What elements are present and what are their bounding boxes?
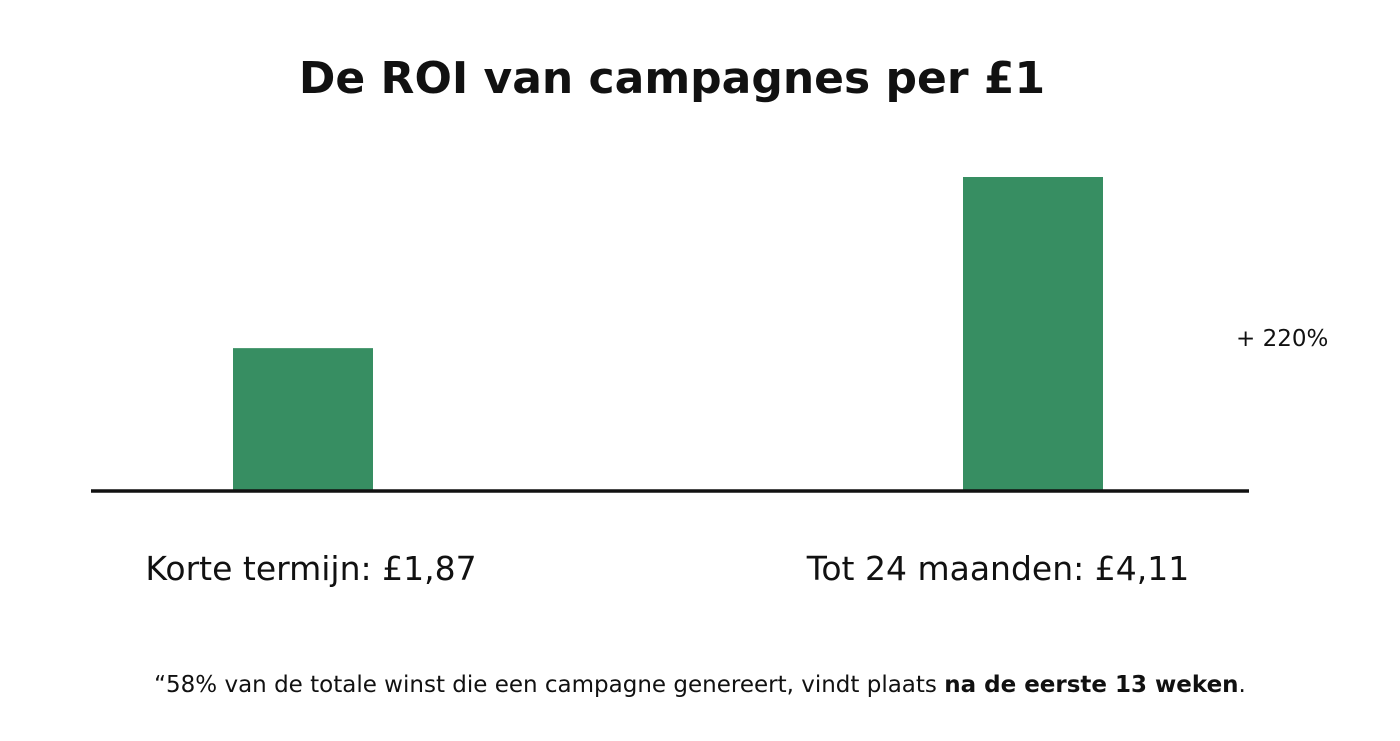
footnote-prefix: “58% van de totale winst die een campagn… <box>154 672 945 698</box>
footnote-suffix: . <box>1238 672 1246 698</box>
bar-2 <box>963 177 1103 491</box>
category-label-1: Korte termijn: £1,87 <box>145 549 476 588</box>
growth-annotation: + 220% <box>1236 326 1328 352</box>
category-labels-layer: Korte termijn: £1,87 Tot 24 maanden: £4,1… <box>145 549 1189 588</box>
category-label-2: Tot 24 maanden: £4,11 <box>806 549 1189 588</box>
footnote-emphasis: na de eerste 13 weken <box>944 672 1239 698</box>
bars-layer <box>233 177 1103 491</box>
footnote: “58% van de totale winst die een campagn… <box>0 672 1400 698</box>
bar-1 <box>233 348 373 491</box>
chart-title: De ROI van campagnes per £1 <box>299 53 1045 104</box>
